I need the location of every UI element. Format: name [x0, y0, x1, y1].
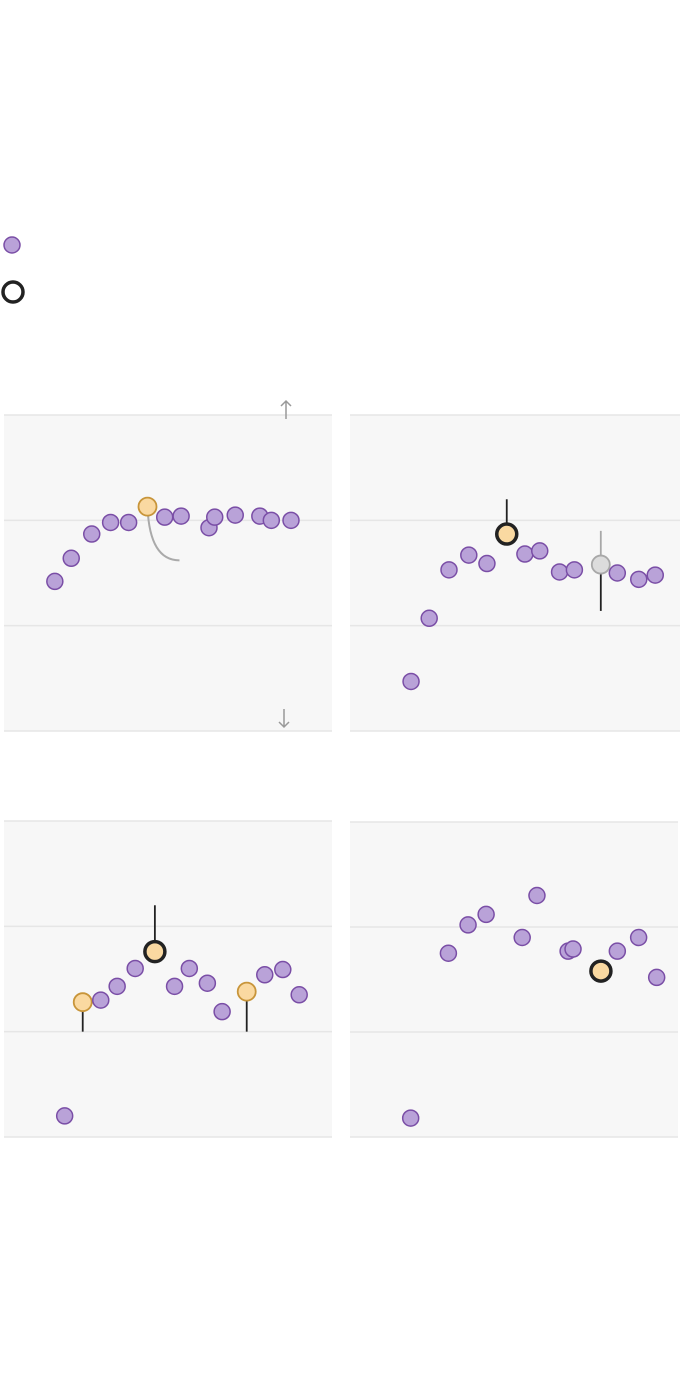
data-point	[290, 986, 308, 1004]
data-point	[82, 525, 101, 543]
data-point	[119, 513, 138, 532]
data-point	[513, 928, 531, 947]
legend-ring-marker	[1, 280, 25, 304]
data-point	[46, 572, 64, 591]
data-point	[62, 549, 80, 568]
data-point	[274, 960, 292, 979]
data-point	[262, 511, 281, 530]
data-point-ring	[589, 959, 613, 983]
data-point	[477, 905, 495, 924]
data-point-ring	[143, 939, 167, 964]
panel-background	[350, 415, 680, 731]
data-point	[440, 561, 458, 579]
data-point	[108, 977, 126, 996]
data-point	[565, 561, 584, 579]
data-point	[439, 944, 458, 962]
data-point	[420, 609, 438, 628]
panel-background	[4, 821, 332, 1137]
data-point	[478, 554, 496, 573]
panel-top-right	[350, 414, 680, 732]
data-point-highlight	[236, 981, 257, 1002]
data-point	[460, 546, 478, 564]
data-point-highlight	[72, 992, 93, 1013]
data-point-highlight	[137, 496, 158, 517]
data-point	[516, 545, 534, 563]
arrow-down-icon	[278, 709, 290, 729]
data-point	[608, 942, 627, 960]
panel-background	[4, 415, 332, 731]
panel-background	[350, 822, 678, 1137]
data-point	[155, 508, 174, 526]
data-point	[126, 959, 144, 978]
data-point	[528, 886, 546, 905]
data-point	[282, 511, 300, 530]
data-point	[213, 1002, 231, 1021]
legend-dot-marker	[3, 236, 21, 254]
data-point	[226, 506, 244, 524]
data-point	[92, 991, 110, 1009]
data-point	[459, 916, 477, 934]
data-point	[630, 570, 648, 589]
panels	[4, 399, 680, 1138]
data-point	[402, 672, 420, 691]
data-point	[564, 940, 582, 958]
data-point	[629, 928, 648, 947]
legend	[1, 236, 25, 304]
data-point	[256, 966, 274, 984]
data-point	[101, 513, 120, 532]
data-point	[608, 564, 627, 582]
data-point	[550, 563, 569, 581]
panel-top-left	[4, 399, 332, 732]
data-point	[401, 1109, 420, 1127]
data-point	[180, 959, 199, 978]
data-point-ring	[495, 522, 519, 546]
data-point	[205, 508, 224, 526]
data-point	[55, 1107, 74, 1125]
data-point	[165, 977, 184, 996]
data-point	[646, 566, 664, 584]
data-point	[531, 542, 549, 560]
panel-bottom-right	[350, 821, 678, 1138]
data-point	[198, 974, 217, 992]
arrow-up-icon	[280, 399, 292, 419]
data-point-gray	[590, 554, 611, 575]
data-point	[647, 968, 666, 987]
data-point	[172, 507, 190, 525]
panel-bottom-left	[4, 709, 332, 1138]
